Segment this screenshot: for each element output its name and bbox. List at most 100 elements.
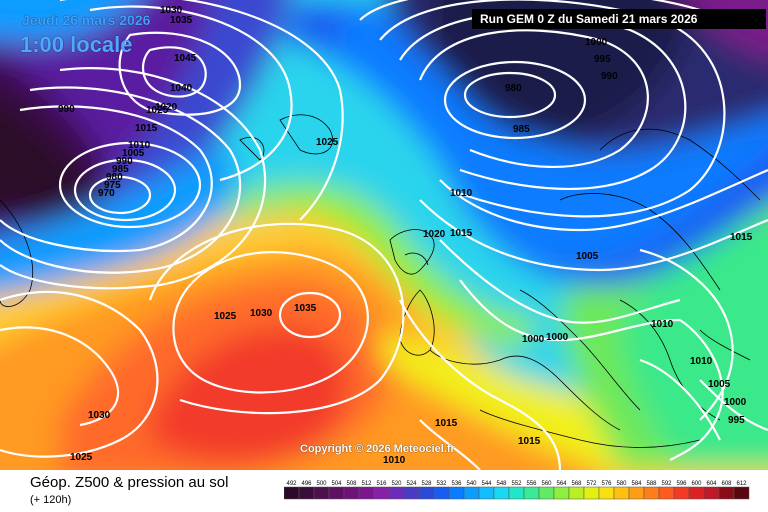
scale-tick-label: 492 [286, 481, 297, 487]
pressure-labels: 1035 1030 1045 1040 1025 990 1020 1015 1… [58, 5, 753, 466]
pressure-label: 970 [98, 188, 115, 199]
pressure-label: 1000 [546, 332, 569, 343]
pressure-label: 1030 [250, 308, 273, 319]
pressure-label: 1035 [294, 303, 317, 314]
pressure-label: 1015 [435, 418, 458, 429]
pressure-label: 1030 [88, 410, 111, 421]
scale-swatch [523, 486, 540, 500]
scale-swatch [628, 486, 645, 500]
scale-swatch [358, 486, 375, 500]
scale-tick-label: 544 [481, 481, 492, 487]
scale-tick-label: 592 [661, 481, 672, 487]
scale-swatch [478, 486, 495, 500]
scale-swatch [613, 486, 630, 500]
scale-swatch [553, 486, 570, 500]
scale-swatch [448, 486, 465, 500]
pressure-label: 1030 [160, 5, 183, 16]
pressure-label: 1015 [518, 436, 541, 447]
pressure-label: 1025 [214, 311, 237, 322]
scale-swatch [538, 486, 555, 500]
copyright: Copyright © 2026 Meteociel.fr [300, 443, 455, 455]
pressure-label: 1025 [316, 137, 339, 148]
pressure-label: 985 [513, 124, 530, 135]
scale-tick-label: 516 [376, 481, 387, 487]
scale-swatch [418, 486, 435, 500]
scale-tick-label: 552 [511, 481, 522, 487]
geopotential-field [0, 0, 768, 470]
pressure-label: 1035 [170, 15, 193, 26]
pressure-label: 995 [594, 54, 611, 65]
scale-swatch [493, 486, 510, 500]
scale-tick-label: 608 [721, 481, 732, 487]
scale-tick-label: 560 [541, 481, 552, 487]
pressure-label: 1010 [690, 356, 713, 367]
scale-tick-label: 556 [526, 481, 537, 487]
scale-swatch [373, 486, 390, 500]
scale-tick-label: 596 [676, 481, 687, 487]
scale-swatch [463, 486, 480, 500]
pressure-label: 990 [58, 104, 75, 115]
pressure-label: 1015 [450, 228, 473, 239]
pressure-label: 1000 [585, 37, 608, 48]
scale-tick-label: 548 [496, 481, 507, 487]
scale-tick-label: 604 [706, 481, 717, 487]
pressure-label: 995 [728, 415, 745, 426]
scale-swatch [343, 486, 360, 500]
pressure-label: 1020 [423, 229, 446, 240]
pressure-label: 990 [601, 71, 618, 82]
pressure-label: 1005 [576, 251, 599, 262]
pressure-label: 1025 [146, 105, 169, 116]
pressure-label: 1010 [651, 319, 674, 330]
scale-swatch [703, 486, 720, 500]
scale-tick-label: 504 [331, 481, 342, 487]
pressure-label: 1000 [724, 397, 747, 408]
scale-swatch [673, 486, 690, 500]
pressure-label: 980 [106, 172, 123, 183]
scale-tick-label: 540 [466, 481, 477, 487]
map-title: Géop. Z500 & pression au sol [30, 474, 229, 491]
scale-swatch [298, 486, 315, 500]
scale-swatch [583, 486, 600, 500]
scale-tick-label: 580 [616, 481, 627, 487]
weather-map: 1035 1030 1045 1040 1025 990 1020 1015 1… [0, 0, 768, 470]
scale-tick-label: 520 [391, 481, 402, 487]
scale-swatch [568, 486, 585, 500]
scale-tick-label: 524 [406, 481, 417, 487]
scale-tick-label: 572 [586, 481, 597, 487]
scale-tick-label: 536 [451, 481, 462, 487]
scale-tick-label: 612 [736, 481, 747, 487]
scale-swatch [433, 486, 450, 500]
pressure-label: 1010 [450, 188, 473, 199]
pressure-label: 1025 [70, 452, 93, 463]
model-run-label: Run GEM 0 Z du Samedi 21 mars 2026 [472, 9, 766, 29]
scale-tick-label: 500 [316, 481, 327, 487]
scale-swatch [733, 486, 750, 500]
pressure-label: 990 [116, 156, 133, 167]
scale-swatch [643, 486, 660, 500]
scale-tick-label: 576 [601, 481, 612, 487]
scale-swatch [508, 486, 525, 500]
scale-tick-label: 532 [436, 481, 447, 487]
forecast-time: 1:00 locale [20, 32, 133, 57]
forecast-date: Jeudi 26 mars 2026 [22, 12, 151, 28]
scale-swatch [388, 486, 405, 500]
pressure-label: 1010 [128, 140, 151, 151]
pressure-label: 1040 [170, 83, 193, 94]
pressure-label: 980 [505, 83, 522, 94]
scale-tick-label: 564 [556, 481, 567, 487]
scale-tick-label: 600 [691, 481, 702, 487]
scale-tick-label: 528 [421, 481, 432, 487]
scale-tick-label: 508 [346, 481, 357, 487]
scale-tick-label: 584 [631, 481, 642, 487]
scale-swatch [688, 486, 705, 500]
scale-tick-label: 496 [301, 481, 312, 487]
scale-tick-label: 588 [646, 481, 657, 487]
pressure-label: 1045 [174, 53, 197, 64]
scale-swatch [284, 486, 300, 500]
scale-swatch [718, 486, 735, 500]
color-scale: 492 496 500 504 508 512 516 520 524 528 532 536 540 5… [284, 481, 750, 500]
scale-tick-label: 568 [571, 481, 582, 487]
pressure-label: 1020 [155, 102, 178, 113]
map-subtitle: (+ 120h) [30, 494, 72, 506]
scale-swatch [403, 486, 420, 500]
